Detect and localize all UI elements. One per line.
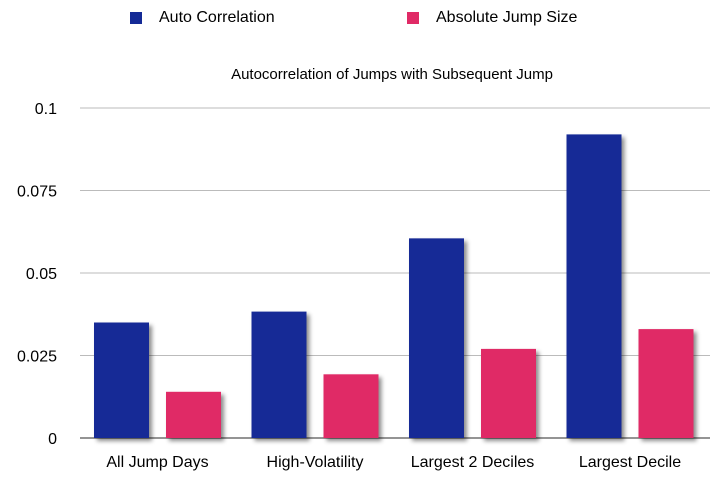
bar-auto-correlation (566, 134, 622, 438)
legend-item-auto-correlation: Auto Correlation (130, 9, 275, 27)
x-tick-label: All Jump Days (106, 454, 208, 471)
bar-absolute-jump-size (166, 391, 221, 438)
x-tick-label: High-Volatility (267, 454, 364, 471)
legend-label-absolute-jump-size: Absolute Jump Size (436, 9, 578, 26)
axis-labels: 0 0.025 0.05 0.075 0.1 All Jump Days High-Vola… (17, 101, 681, 471)
y-tick-label: 0.1 (35, 101, 57, 118)
bar-auto-correlation (94, 322, 149, 438)
legend-item-absolute-jump-size: Absolute Jump Size (407, 9, 577, 27)
x-tick-label: Largest 2 Deciles (411, 454, 535, 471)
legend-label-auto-correlation: Auto Correlation (159, 9, 275, 26)
x-tick-label: Largest Decile (579, 454, 681, 471)
chart-title: Autocorrelation of Jumps with Subsequent… (231, 66, 553, 83)
y-tick-label: 0.075 (17, 184, 57, 201)
bar-absolute-jump-size (481, 348, 536, 438)
bar-auto-correlation (251, 311, 307, 438)
bar-absolute-jump-size (638, 329, 694, 438)
bar-absolute-jump-size (323, 374, 379, 438)
bar-auto-correlation (409, 238, 464, 438)
y-tick-label: 0.05 (26, 266, 57, 283)
legend-swatch-absolute-jump-size (407, 12, 419, 24)
legend-swatch-auto-correlation (130, 12, 142, 24)
y-tick-label: 0.025 (17, 349, 57, 366)
y-tick-label: 0 (48, 431, 57, 448)
bars (94, 134, 694, 438)
